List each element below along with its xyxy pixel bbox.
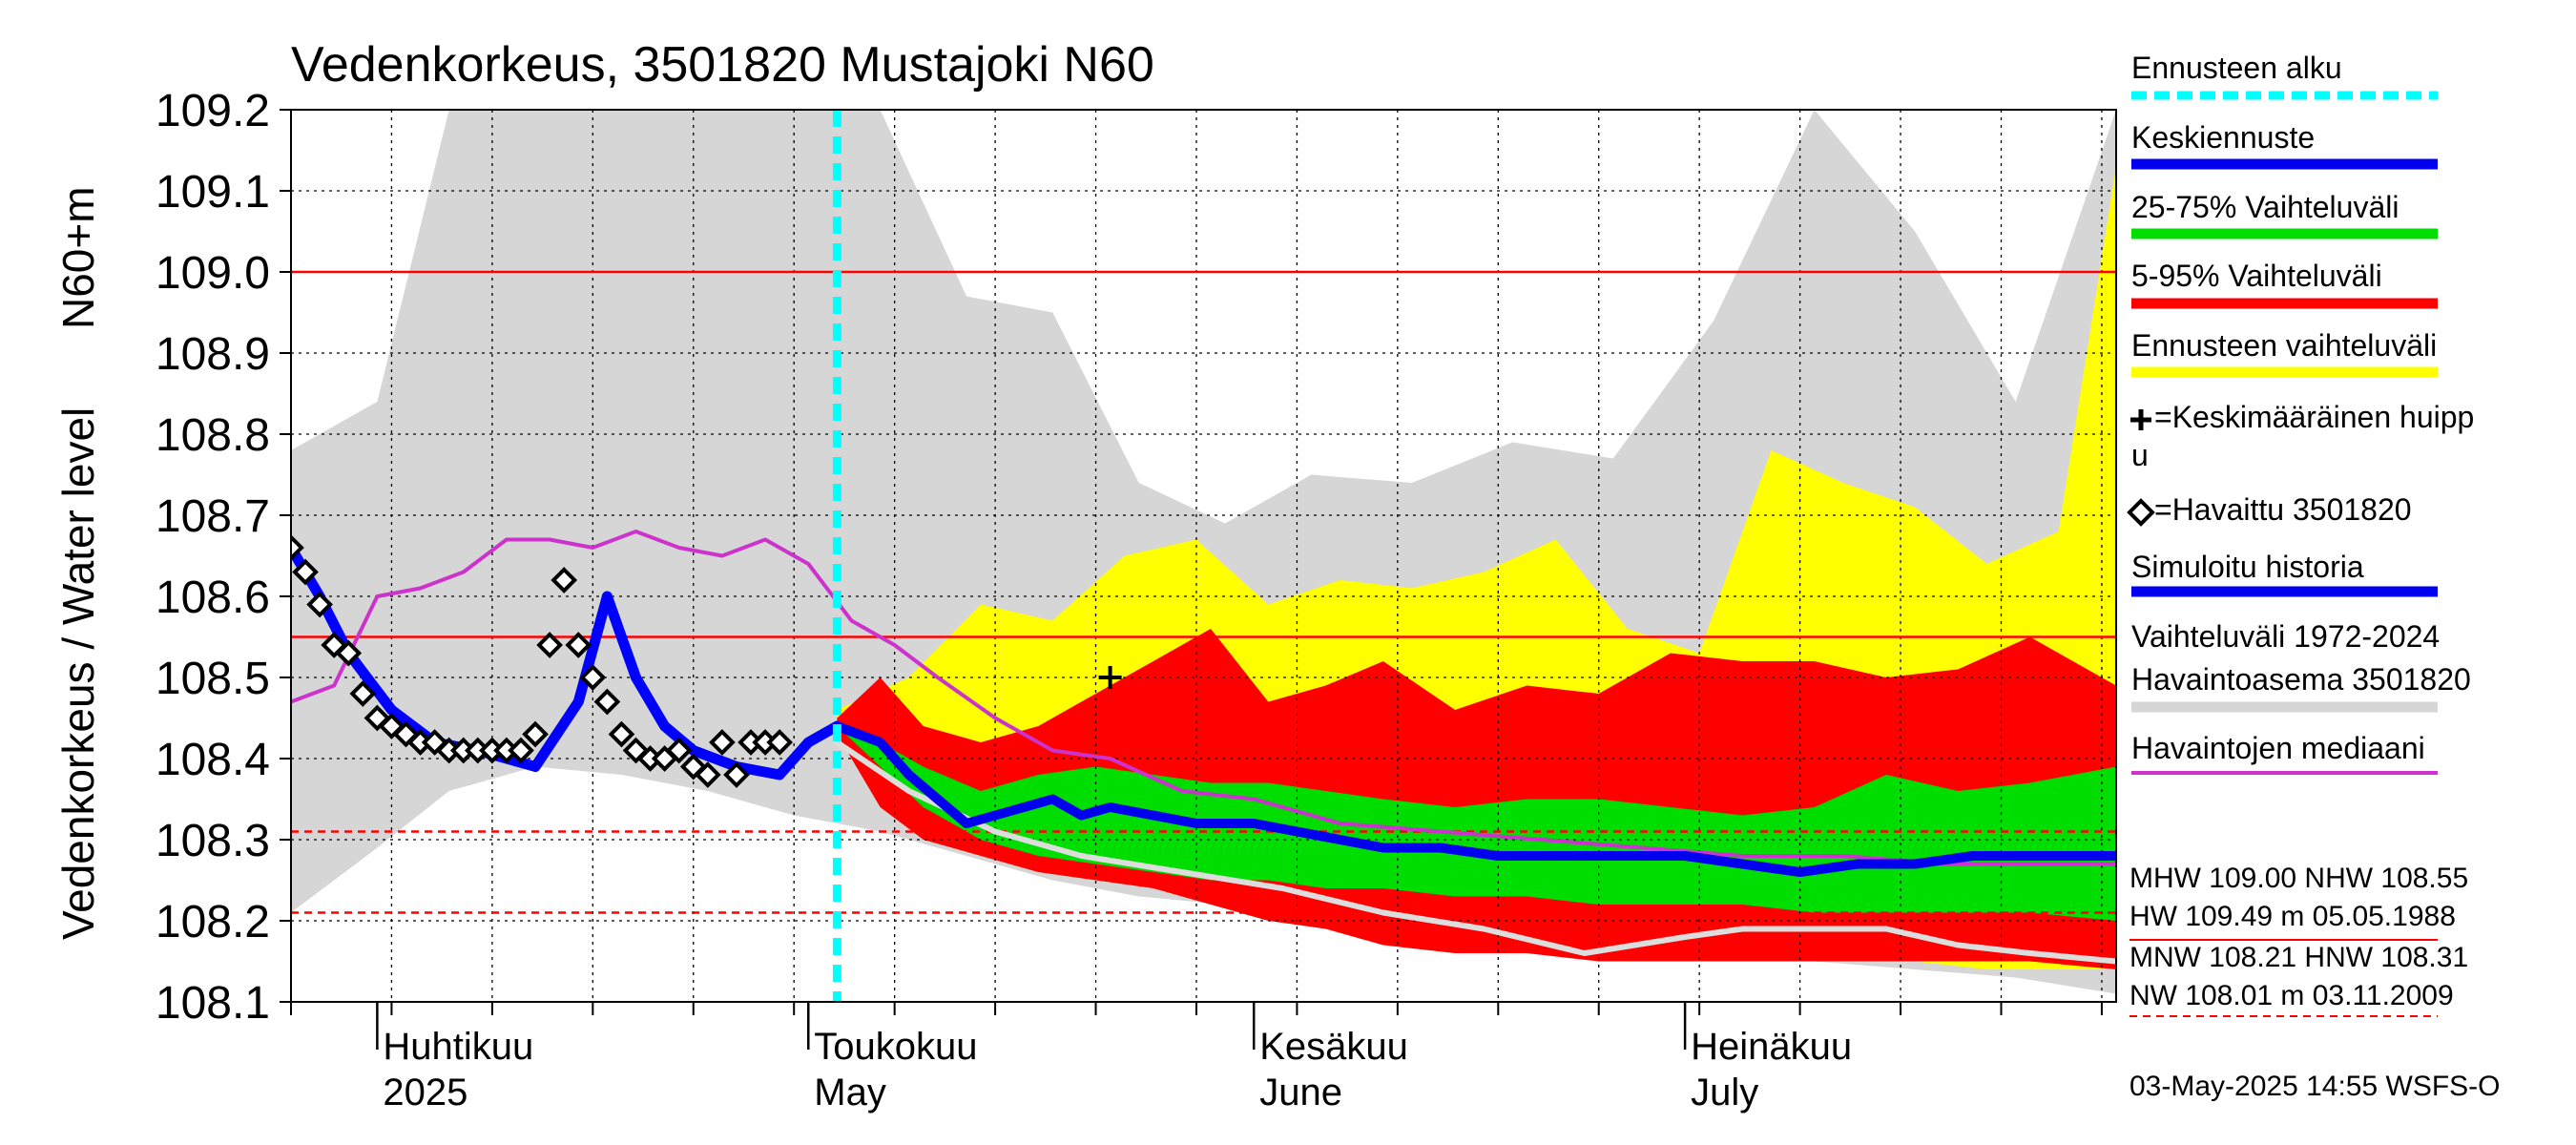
observed-marker [565, 632, 592, 658]
legend-label: 5-95% Vaihteluväli [2131, 259, 2382, 293]
x-month-label-fi: Toukokuu [814, 1026, 977, 1068]
observed-marker [291, 534, 304, 561]
observed-marker [665, 737, 693, 764]
y-tick-label: 108.9 [156, 329, 270, 380]
y-tick-label: 108.5 [156, 654, 270, 704]
y-tick-label: 108.7 [156, 491, 270, 542]
footer-timestamp: 03-May-2025 14:55 WSFS-O [2129, 1071, 2501, 1102]
x-month-label-fi: Heinäkuu [1691, 1026, 1852, 1068]
y-tick-label: 108.8 [156, 410, 270, 461]
y-tick-label: 109.0 [156, 248, 270, 299]
series-line [291, 530, 2116, 866]
series-line [832, 721, 2116, 877]
y-tick-label: 109.1 [156, 167, 270, 218]
observed-marker [579, 664, 607, 691]
observed-marker [593, 688, 621, 716]
observed-marker [608, 720, 635, 748]
stats-line-2: HW 109.49 m 05.05.1988 [2129, 901, 2456, 932]
stats-line-4: NW 108.01 m 03.11.2009 [2129, 980, 2454, 1011]
y-tick-label: 108.6 [156, 572, 270, 623]
y-tick-label: 108.2 [156, 897, 270, 947]
observed-marker [292, 558, 319, 586]
y-axis-unit-label: N60+m [53, 186, 103, 329]
y-tick-label: 108.1 [156, 978, 270, 1029]
legend: Ennusteen alku Keskiennuste 25-75% Vaihtel… [2127, 51, 2474, 775]
observed-marker [306, 591, 333, 618]
legend-label: Havaintojen mediaani [2131, 731, 2425, 765]
observed-marker [349, 680, 377, 707]
series-line [291, 542, 842, 781]
legend-symbol-plus [2130, 409, 2151, 430]
x-month-label-en: 2025 [383, 1072, 467, 1114]
observed-marker [522, 720, 549, 748]
x-month-label-en: June [1259, 1072, 1342, 1114]
y-tick-label: 108.4 [156, 735, 270, 785]
y-axis-label: Vedenkorkeus / Water level [53, 407, 103, 940]
observed-marker [694, 761, 721, 788]
legend-label: =Keskimääräinen huipp [2154, 400, 2474, 434]
legend-label: Keskiennuste [2131, 120, 2315, 155]
legend-symbol-diamond [2127, 498, 2155, 527]
stats-line-3: MNW 108.21 HNW 108.31 [2129, 942, 2468, 973]
y-tick-label: 109.2 [156, 86, 270, 136]
y-tick-label: 108.3 [156, 816, 270, 866]
series-line [834, 739, 2116, 965]
plot-area [290, 109, 2117, 1003]
plot-frame [290, 109, 2117, 1003]
x-month-label-fi: Kesäkuu [1259, 1026, 1408, 1068]
x-month-label-fi: Huhtikuu [383, 1026, 533, 1068]
legend-label-cont: Havaintoasema 3501820 [2131, 662, 2471, 697]
observed-marker [723, 761, 750, 788]
observed-marker [551, 567, 578, 593]
legend-label: 25-75% Vaihteluväli [2131, 190, 2399, 224]
legend-label: Simuloitu historia [2131, 550, 2364, 584]
grid [291, 110, 2116, 1002]
chart-title: Vedenkorkeus, 3501820 Mustajoki N60 [291, 37, 1154, 93]
legend-label: Ennusteen alku [2131, 51, 2342, 85]
observed-marker [766, 729, 793, 756]
stats-line-1: MHW 109.00 NHW 108.55 [2129, 863, 2468, 894]
observed-marker [536, 632, 563, 658]
observed-marker [335, 639, 363, 667]
legend-label-cont: u [2131, 438, 2149, 472]
x-month-label-en: July [1691, 1072, 1758, 1114]
legend-label: Vaihteluväli 1972-2024 [2131, 619, 2440, 654]
legend-label: Ennusteen vaihteluväli [2131, 328, 2437, 363]
observed-marker [709, 729, 736, 756]
legend-label: =Havaittu 3501820 [2154, 492, 2412, 527]
mean-peak-marker [1098, 666, 1122, 689]
y-axis-ticks: 109.2 109.1 109.0 108.9 108.8 108.7 108.6 108.5… [156, 86, 291, 1029]
plot-content [291, 110, 2116, 1002]
x-month-label-en: May [814, 1072, 886, 1114]
observed-marker [508, 737, 534, 764]
